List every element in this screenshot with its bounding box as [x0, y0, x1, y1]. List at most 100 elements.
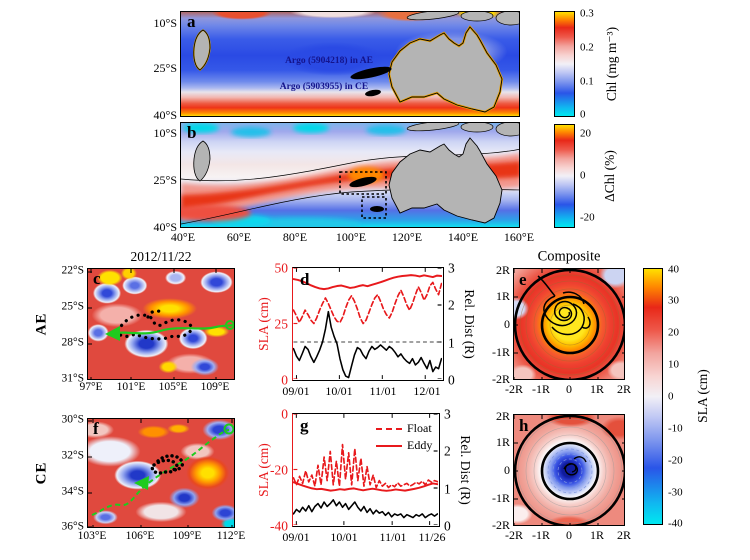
panel-g-ytick-left: 0: [281, 406, 288, 422]
sla-colorbar-tick: 40: [668, 263, 679, 276]
panel-b-xtick: 80°E: [282, 230, 308, 244]
panel-b-xtick: 160°E: [503, 230, 535, 244]
panel-c-ytick: 31°S: [61, 372, 85, 385]
panel-b-letter: b: [187, 123, 197, 142]
panel-d-xtick: 10/01: [325, 384, 353, 398]
panel-h-ytick: -2R: [492, 518, 510, 532]
panel-f-xtick: 106°E: [125, 530, 155, 542]
panel-c-ytick: 22°S: [61, 264, 85, 277]
track-arrowhead: [105, 326, 120, 341]
argo-ae-trajectory-blob: [349, 176, 377, 188]
chl-colorbar-tick: 0: [580, 108, 586, 121]
panel-e-xtick: 0: [566, 382, 572, 396]
panel-a-ytick: 10°S: [153, 16, 177, 30]
panel-f-side-label: CE: [33, 461, 50, 485]
panel-e-title: Composite: [537, 248, 601, 265]
panel-c-xtick: 109°E: [200, 381, 230, 393]
panel-h-ytick: 1R: [495, 435, 510, 449]
panel-e-ytick: -1R: [492, 345, 510, 359]
panel-h-xtick: -1R: [532, 528, 550, 542]
ce-region-dotted-box: [361, 196, 387, 219]
panel-h-xtick: 0: [566, 528, 572, 542]
panel-e-ytick: -2R: [492, 372, 510, 386]
panel-a-map: [180, 11, 520, 117]
indonesia-islands-shape: [460, 12, 494, 22]
eddy-track-green-dashed: [91, 429, 230, 516]
panel-c-map: [87, 268, 235, 380]
panel-d-ytick-right: 3: [448, 260, 455, 276]
panel-c-side-label: AE: [33, 312, 50, 336]
panel-f-xtick: 109°E: [172, 530, 202, 542]
sla-colorbar-tick: 30: [668, 294, 679, 307]
panel-c-title: 2012/11/22: [130, 249, 192, 264]
chl-colorbar-tick: 0.2: [580, 41, 594, 54]
track-start-circle: [223, 423, 234, 435]
argo-ce-annotation: Argo (5903955) in CE: [279, 82, 369, 92]
panel-c-xtick: 105°E: [158, 381, 188, 393]
panel-d-ylabel-left: SLA (cm): [256, 297, 271, 351]
panel-d-ytick-left: 50: [274, 260, 289, 276]
indonesia-islands-shape: [406, 12, 460, 21]
panel-a-letter: a: [187, 12, 196, 31]
track-start-circle: [225, 320, 234, 330]
panel-g-ytick-left: -40: [270, 518, 288, 534]
panel-g-chart: [292, 413, 440, 527]
sla-colorbar-tick: -40: [668, 517, 683, 530]
panel-d-letter: d: [300, 270, 310, 289]
chl-colorbar-tick: 0.3: [580, 7, 594, 20]
argo-ae-annotation: Argo (5904218) in AE: [285, 56, 373, 66]
panel-d-ytick-left: 25: [274, 316, 289, 332]
dchl-colorbar-tick: 20: [580, 127, 591, 140]
panel-g-xtick: 11/01: [379, 530, 407, 544]
panel-f-letter: f: [93, 419, 99, 438]
panel-b-xtick: 100°E: [335, 230, 367, 244]
panel-e-xtick: 2R: [616, 382, 632, 396]
sla-colorbar-tick: -10: [668, 422, 683, 435]
panel-h-composite: [513, 414, 625, 526]
dchl-colorbar-label: ΔChl (%): [602, 150, 617, 202]
legend-eddy-line-sample: [376, 444, 402, 447]
panel-h-ytick: 2R: [495, 409, 510, 423]
panel-f-ytick: 36°S: [61, 520, 85, 533]
panel-e-overlay: [514, 269, 624, 379]
panel-d-ytick-right: 0: [448, 372, 455, 388]
panel-f-ytick: 34°S: [61, 485, 85, 498]
panel-e-ytick: 0: [504, 317, 510, 331]
argo-ae-trajectory-blob: [350, 66, 392, 80]
panel-b-xtick: 120°E: [391, 230, 423, 244]
panel-e-xtick: -1R: [532, 382, 550, 396]
legend-eddy: Eddy: [376, 438, 432, 453]
panel-a-ytick: 25°S: [153, 61, 177, 75]
sla-colorbar: [643, 268, 663, 525]
eddy-outer-circle-2R: [514, 415, 624, 525]
panel-d-xtick: 12/01: [413, 384, 441, 398]
float-trajectory-path: [537, 275, 591, 336]
panel-h-xtick: 2R: [616, 528, 632, 542]
track-arrowhead: [134, 476, 149, 490]
panel-e-ytick: 2R: [495, 263, 510, 277]
sla-colorbar-tick: 20: [668, 326, 679, 339]
panel-h-xtick: -2R: [505, 528, 523, 542]
panel-d-chart: [292, 267, 444, 381]
panel-c-ytick: 25°S: [61, 300, 85, 313]
panel-g-ytick-right: 2: [444, 443, 451, 459]
panel-b-ytick: 40°S: [153, 220, 177, 234]
panel-g-ytick-right: 3: [444, 406, 451, 422]
panel-g-ytick-right: 1: [444, 481, 451, 497]
panel-b-map: [180, 122, 520, 228]
panel-d-xtick: 09/01: [282, 384, 310, 398]
panel-e-letter: e: [519, 270, 527, 289]
panel-g-plot-area: [293, 414, 438, 525]
panel-a-ytick: 40°S: [153, 108, 177, 122]
float-track-dotted: [150, 454, 185, 475]
panel-g-ytick-left: -20: [270, 462, 288, 478]
argo-ce-trajectory-blob: [370, 206, 384, 212]
eddy-track-dotted: [116, 313, 193, 341]
panel-c-tracks: [88, 269, 234, 379]
panel-b-overlay: [181, 123, 519, 227]
chl-colorbar-label: Chl (mg m⁻³): [604, 26, 619, 102]
panel-h-letter: h: [519, 416, 529, 435]
chl-colorbar-tick: 0.1: [580, 75, 594, 88]
panel-e-xtick: -2R: [505, 382, 523, 396]
